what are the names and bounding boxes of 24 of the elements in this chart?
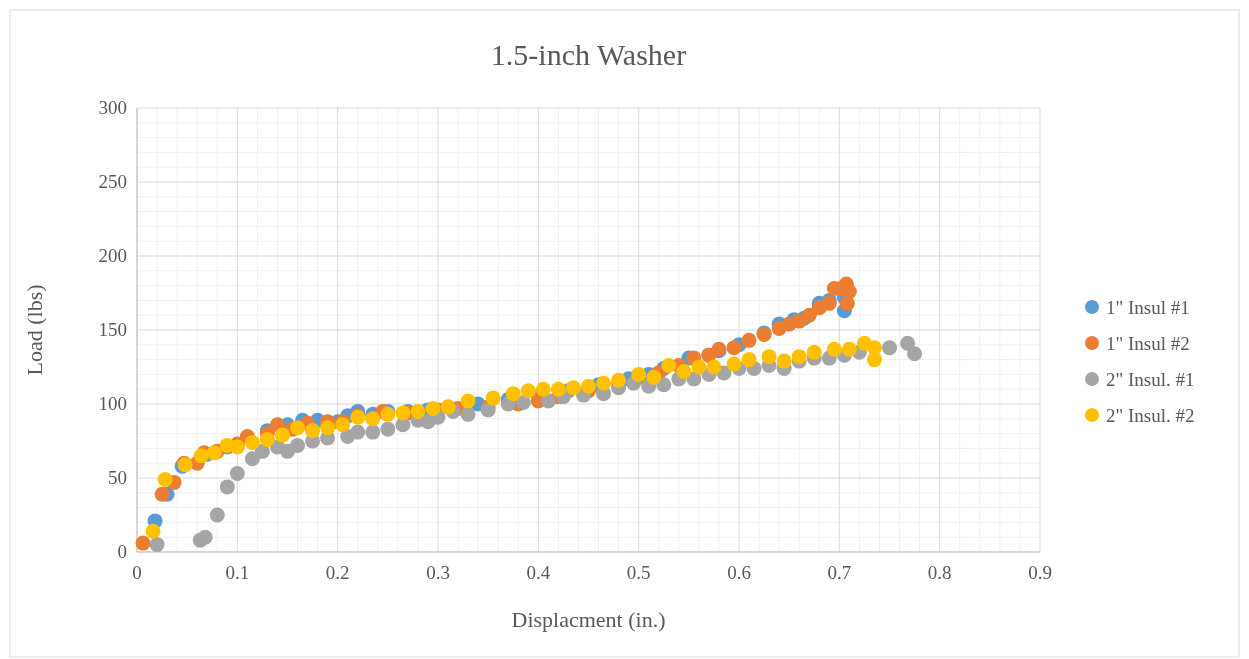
x-tick-label: 0.4: [526, 562, 551, 583]
legend-label: 1" Insul #2: [1106, 333, 1190, 354]
x-tick-label: 0.1: [225, 562, 250, 583]
x-tick-label: 0.6: [727, 562, 751, 583]
y-tick-label: 0: [117, 541, 127, 562]
y-tick-label: 100: [98, 393, 127, 414]
y-tick-label: 300: [98, 97, 127, 118]
y-tick-label: 250: [98, 171, 127, 192]
x-tick-label: 0.7: [827, 562, 852, 583]
x-tick-label: 0.5: [626, 562, 651, 583]
x-tick-label: 0.2: [325, 562, 350, 583]
x-axis-title: Displacment (in.): [511, 607, 666, 632]
y-tick-label: 150: [98, 319, 127, 340]
y-tick-label: 50: [108, 467, 127, 488]
x-tick-label: 0.8: [927, 562, 952, 583]
chart-title: 1.5-inch Washer: [490, 38, 687, 71]
x-tick-label: 0.3: [426, 562, 450, 583]
legend-label: 1" Insul #1: [1106, 297, 1190, 318]
y-axis-title: Load (lbs): [22, 284, 47, 376]
legend-label: 2" Insul. #2: [1106, 405, 1195, 426]
x-tick-label: 0: [132, 562, 142, 583]
x-tick-label: 0.9: [1028, 562, 1052, 583]
y-tick-label: 200: [98, 245, 127, 266]
legend-label: 2" Insul. #1: [1106, 369, 1195, 390]
